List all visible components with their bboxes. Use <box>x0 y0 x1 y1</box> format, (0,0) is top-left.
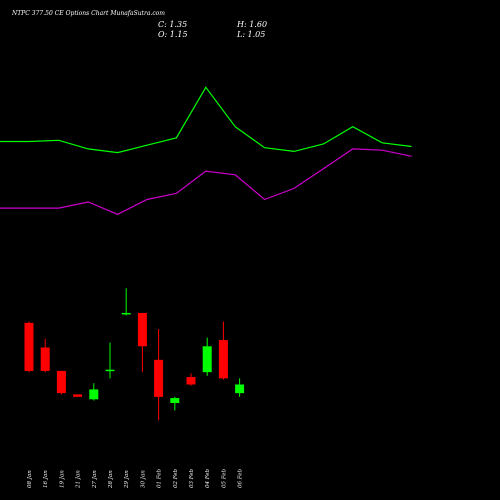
x-tick-label: 16 Jan <box>43 470 49 488</box>
candle <box>89 383 99 401</box>
candle <box>56 370 66 395</box>
candle <box>170 396 180 411</box>
x-tick-label: 06 Feb <box>238 468 244 488</box>
candle-body <box>89 389 99 400</box>
high-value: H: 1.60 <box>236 20 267 29</box>
low-value: L: 1.05 <box>236 30 265 39</box>
candle <box>24 321 34 373</box>
x-tick-label: 01 Feb <box>157 468 163 488</box>
candle-body <box>24 322 34 371</box>
candle <box>218 321 228 380</box>
candle <box>202 337 212 376</box>
close-value: C: 1.35 <box>158 20 187 29</box>
x-axis-tick-labels: 08 Jan 16 Jan 19 Jan 21 Jan 27 Jan 28 Jan 29 J… <box>27 468 244 489</box>
indicator-lines <box>0 86 412 215</box>
candle <box>40 338 50 373</box>
candle <box>73 394 83 397</box>
candle <box>154 329 164 421</box>
lower-indicator-line <box>0 148 412 215</box>
candle-body <box>73 394 83 397</box>
x-tick-label: 02 Feb <box>173 468 179 488</box>
x-tick-label: 28 Jan <box>108 470 114 489</box>
candle <box>235 378 245 397</box>
candle-body <box>137 312 147 347</box>
candlestick-series <box>24 288 245 421</box>
x-tick-label: 21 Jan <box>76 470 82 489</box>
candle <box>186 373 196 386</box>
candle-body <box>218 340 228 379</box>
x-tick-label: 29 Jan <box>124 470 130 489</box>
candle-body <box>105 369 115 372</box>
candle-body <box>170 398 180 403</box>
x-tick-label: 08 Jan <box>27 470 33 488</box>
candle-body <box>121 312 131 315</box>
chart-title: NTPC 377.50 CE Options Chart MunafaSutra… <box>11 10 165 17</box>
candle-body <box>235 384 245 394</box>
candle-body <box>202 346 212 373</box>
open-value: O: 1.15 <box>158 30 188 39</box>
x-tick-label: 05 Feb <box>221 468 227 488</box>
upper-indicator-line <box>0 86 412 154</box>
x-tick-label: 04 Feb <box>205 468 211 488</box>
x-tick-label: 27 Jan <box>92 470 98 489</box>
candle <box>121 288 131 316</box>
candle-body <box>56 370 66 394</box>
candle-body <box>40 347 50 371</box>
x-tick-label: 03 Feb <box>189 468 195 488</box>
candle <box>137 312 147 373</box>
candle <box>105 342 115 379</box>
candle-body <box>186 377 196 385</box>
x-tick-label: 30 Jan <box>140 470 146 488</box>
x-tick-label: 19 Jan <box>59 470 65 488</box>
candle-body <box>154 359 164 397</box>
